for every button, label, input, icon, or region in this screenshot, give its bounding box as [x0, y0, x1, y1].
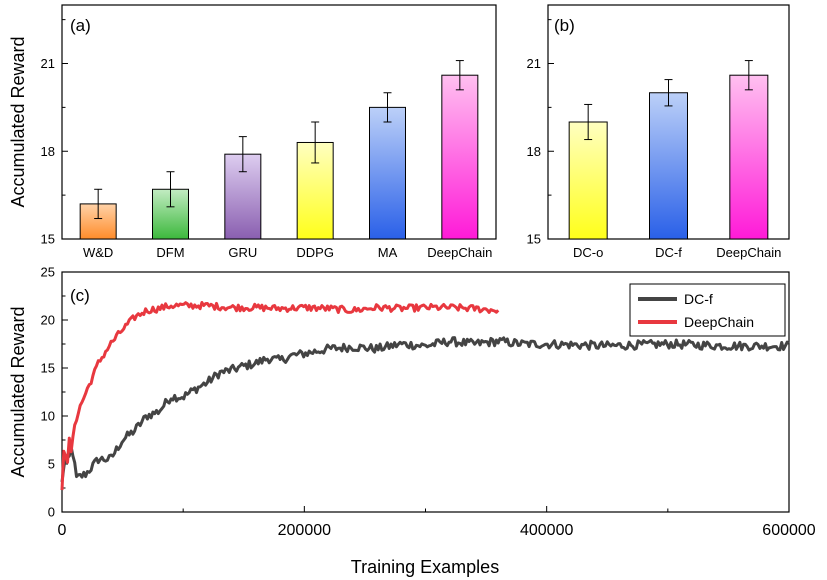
- y-tick-label: 0: [48, 505, 55, 520]
- panel-a-label: (a): [70, 16, 91, 35]
- panel-c-label: (c): [70, 286, 90, 305]
- x-tick-label-ma: MA: [378, 245, 398, 260]
- panel-c: (c) 0 5 10 15 20 25 0 200000 400000 600000 DC-f D…: [8, 265, 816, 578]
- x-tick-label-dc-f: DC-f: [655, 245, 682, 260]
- error-bar-gru: [238, 136, 247, 173]
- error-bar-dfm: [166, 171, 175, 208]
- panel-a-ylabel: Accumulated Reward: [8, 36, 28, 207]
- panel-a: (a) 15 18 21 W&D DFM GRU DDPG MA DeepChain Accum…: [8, 4, 497, 260]
- error-bar-deepchain: [744, 60, 753, 91]
- error-bar-w-d: [94, 188, 103, 220]
- x-tick-label: 400000: [520, 522, 573, 539]
- panel-c-xlabel: Training Examples: [351, 557, 499, 577]
- x-tick-label-deepchain: DeepChain: [427, 245, 492, 260]
- legend: DC-f DeepChain: [629, 283, 786, 337]
- x-tick-label-ddpg: DDPG: [296, 245, 334, 260]
- legend-box: [629, 283, 786, 337]
- y-tick-label: 18: [527, 144, 541, 159]
- panel-b-label: (b): [554, 16, 575, 35]
- y-tick-label: 18: [41, 144, 55, 159]
- x-tick-label-deepchain: DeepChain: [716, 245, 781, 260]
- x-tick-label-dfm: DFM: [156, 245, 184, 260]
- x-tick-label-w-d: W&D: [83, 245, 113, 260]
- bar-dc-f: [649, 92, 688, 240]
- error-bar-dc-o: [584, 103, 593, 141]
- x-tick-label-gru: GRU: [228, 245, 257, 260]
- y-tick-label: 10: [41, 409, 55, 424]
- panel-a-frame: [61, 4, 497, 240]
- y-tick-label: 15: [527, 232, 541, 247]
- x-tick-label-dc-o: DC-o: [573, 245, 603, 260]
- series-line-dc-f: [60, 336, 790, 483]
- error-bar-ddpg: [311, 121, 320, 164]
- legend-label-dc-f: DC-f: [684, 291, 713, 307]
- x-tick-label: 600000: [762, 522, 815, 539]
- panel-b: (b) 15 18 21 DC-o DC-f DeepChain: [527, 4, 790, 260]
- error-bar-deepchain: [455, 60, 464, 91]
- bar-deepchain: [441, 74, 479, 240]
- y-tick-label: 21: [527, 56, 541, 71]
- x-tick-label: 200000: [278, 522, 331, 539]
- y-tick-label: 21: [41, 56, 55, 71]
- error-bar-dc-f: [664, 79, 673, 107]
- series-line-deepchain: [60, 301, 500, 491]
- legend-label-deepchain: DeepChain: [684, 314, 754, 330]
- bar-deepchain: [729, 74, 769, 240]
- y-tick-label: 15: [41, 361, 55, 376]
- error-bar-ma: [383, 92, 392, 123]
- panel-c-ylabel: Accumulated Reward: [8, 306, 28, 477]
- y-tick-label: 25: [41, 265, 55, 280]
- y-tick-label: 20: [41, 313, 55, 328]
- bar-dc-o: [568, 121, 608, 240]
- y-tick-label: 5: [48, 457, 55, 472]
- bar-ma: [369, 106, 406, 240]
- x-tick-label: 0: [58, 522, 67, 539]
- y-tick-label: 15: [41, 232, 55, 247]
